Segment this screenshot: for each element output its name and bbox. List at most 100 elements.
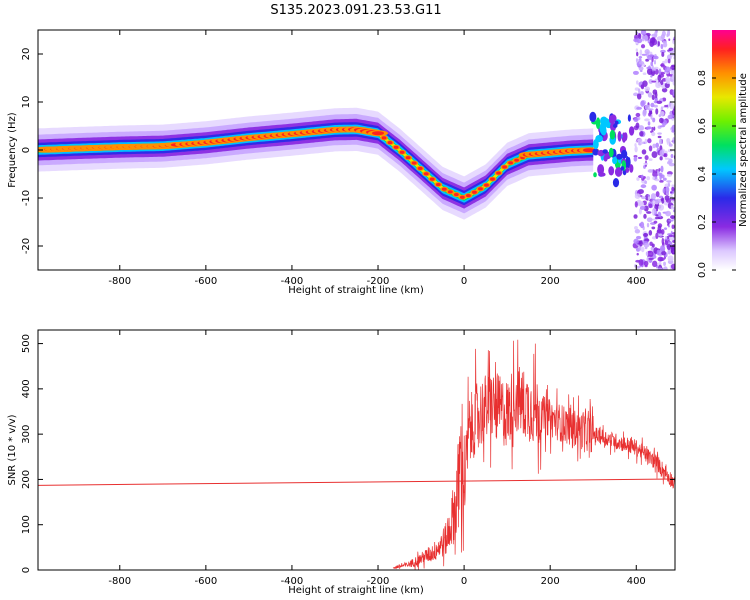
spectral-peak	[478, 187, 483, 191]
noise-speck	[667, 182, 670, 187]
noise-speck	[651, 209, 655, 214]
noise-speck	[649, 40, 655, 47]
noise-speck	[668, 101, 672, 107]
noise-speck	[665, 210, 672, 217]
noise-speck	[655, 232, 659, 239]
noise-speck	[665, 186, 670, 194]
noise-speck	[647, 138, 652, 144]
noise-speck	[667, 114, 673, 120]
noise-speck	[636, 177, 640, 181]
spectral-blob	[599, 122, 607, 135]
noise-speck	[640, 44, 646, 49]
spectral-peak	[405, 156, 411, 160]
noise-speck	[667, 249, 672, 255]
noise-speck	[638, 125, 645, 131]
snr-y-label: SNR (10 * v/v)	[7, 414, 18, 485]
noise-speck	[647, 250, 654, 257]
noise-speck	[658, 195, 664, 199]
noise-speck	[634, 229, 641, 234]
noise-speck	[640, 100, 645, 107]
noise-speck	[648, 158, 653, 161]
noise-speck	[670, 248, 675, 255]
noise-speck	[636, 51, 639, 57]
spectral-blob	[616, 153, 623, 160]
noise-speck	[650, 61, 654, 67]
noise-speck	[668, 38, 671, 42]
noise-speck	[657, 132, 662, 135]
noise-speck	[658, 114, 662, 118]
noise-speck	[638, 259, 644, 266]
noise-speck	[640, 84, 644, 89]
noise-speck	[654, 100, 657, 104]
noise-speck	[646, 66, 652, 70]
spectral-peak	[411, 161, 417, 165]
noise-speck	[664, 66, 671, 73]
snr-series-line	[392, 339, 675, 570]
noise-speck	[634, 146, 638, 153]
spectrogram-y-label: Frequency (Hz)	[7, 112, 18, 188]
noise-speck	[672, 234, 675, 238]
x-tick-label: 200	[541, 276, 560, 287]
y-tick-label: 10	[21, 96, 32, 109]
spectral-blob	[629, 164, 634, 173]
x-tick-label: 200	[541, 576, 560, 587]
spectral-peak	[372, 131, 385, 136]
x-tick-label: -600	[195, 276, 218, 287]
noise-speck	[667, 58, 671, 64]
spectral-peak	[496, 171, 501, 175]
noise-speck	[670, 154, 674, 159]
noise-speck	[665, 198, 672, 203]
noise-speck	[646, 126, 652, 130]
noise-speck	[633, 38, 639, 43]
noise-speck	[638, 33, 642, 39]
noise-speck	[653, 220, 658, 224]
spectral-blob	[621, 132, 627, 143]
noise-speck	[656, 229, 661, 233]
spectral-peak	[423, 172, 429, 176]
noise-speck	[671, 184, 674, 188]
spectral-peak	[459, 195, 465, 199]
noise-speck	[645, 58, 650, 62]
noise-speck	[670, 191, 673, 194]
noise-speck	[657, 267, 664, 270]
noise-speck	[664, 240, 669, 246]
y-tick-label: 300	[21, 425, 32, 444]
x-tick-label: -800	[108, 276, 131, 287]
noise-speck	[653, 59, 657, 65]
x-tick-label: 400	[627, 276, 646, 287]
noise-speck	[651, 184, 657, 191]
noise-speck	[671, 198, 675, 201]
noise-speck	[671, 186, 675, 192]
noise-speck	[639, 49, 643, 56]
spectrogram-x-axis: -800 -600 -400 -200 0 200 400	[108, 30, 646, 287]
noise-speck	[673, 132, 675, 135]
noise-speck	[660, 165, 664, 173]
noise-speck	[657, 211, 662, 219]
noise-speck	[640, 246, 645, 253]
noise-speck	[641, 53, 647, 56]
noise-speck	[637, 156, 643, 159]
noise-speck	[643, 260, 649, 267]
spectral-peak	[429, 177, 435, 181]
noise-speck	[671, 124, 675, 132]
noise-speck	[657, 74, 662, 82]
noise-speck	[647, 194, 651, 197]
noise-speck	[663, 266, 668, 270]
noise-speck	[667, 161, 672, 165]
noise-speck	[666, 243, 672, 251]
noise-speck	[660, 34, 665, 40]
spectral-peak	[582, 148, 595, 153]
noise-speck	[658, 117, 664, 124]
spectral-peak	[399, 150, 405, 154]
noise-speck	[661, 229, 665, 235]
noise-speck	[634, 87, 640, 91]
y-tick-label: 400	[21, 379, 32, 398]
noise-speck	[666, 138, 671, 143]
noise-speck	[637, 138, 643, 143]
noise-speck	[644, 138, 648, 144]
snr-trend-line	[38, 478, 675, 486]
x-tick-label: -800	[108, 576, 131, 587]
noise-speck	[672, 240, 675, 243]
noise-speck	[650, 75, 653, 78]
